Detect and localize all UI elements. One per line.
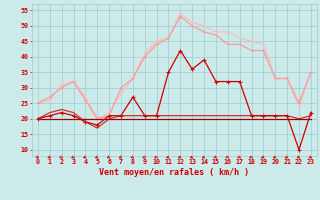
X-axis label: Vent moyen/en rafales ( km/h ): Vent moyen/en rafales ( km/h ) — [100, 168, 249, 177]
